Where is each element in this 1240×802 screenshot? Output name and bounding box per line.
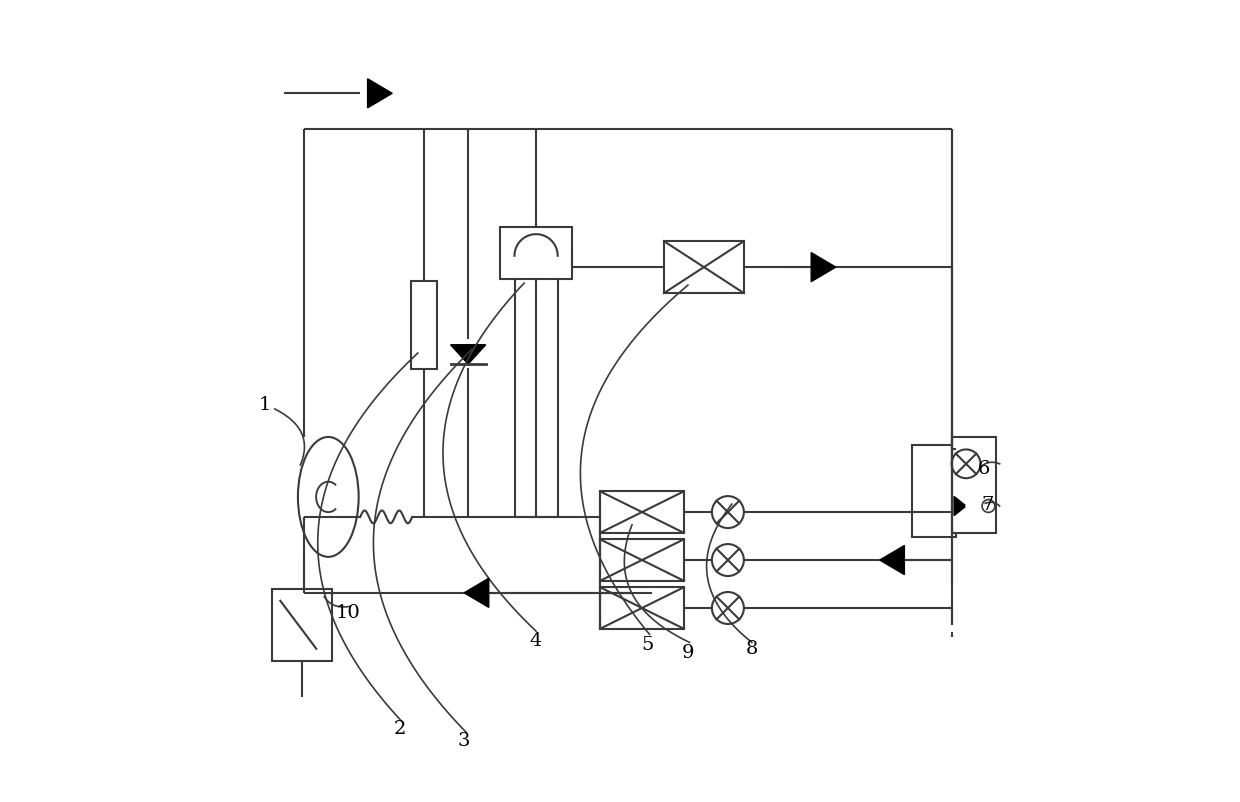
Text: 2: 2	[394, 719, 407, 738]
Polygon shape	[879, 545, 904, 574]
Bar	[500, 227, 572, 279]
Text: 1: 1	[258, 396, 270, 414]
Polygon shape	[367, 79, 392, 107]
Bar	[600, 587, 684, 629]
Text: 8: 8	[745, 640, 758, 658]
Polygon shape	[811, 253, 836, 282]
Bar	[600, 539, 684, 581]
Text: 3: 3	[458, 731, 470, 750]
Bar	[412, 282, 436, 369]
Bar	[951, 437, 996, 533]
Bar	[911, 445, 956, 537]
Text: 5: 5	[642, 636, 655, 654]
Polygon shape	[966, 496, 978, 516]
Bar	[273, 589, 332, 661]
Text: 7: 7	[981, 496, 993, 514]
Bar	[663, 241, 744, 293]
Text: 4: 4	[529, 632, 542, 650]
Polygon shape	[464, 578, 489, 607]
Polygon shape	[450, 345, 486, 364]
Text: 9: 9	[682, 644, 694, 662]
Bar	[600, 492, 684, 533]
Text: 6: 6	[977, 460, 990, 478]
Polygon shape	[954, 496, 966, 516]
Text: 10: 10	[336, 604, 361, 622]
